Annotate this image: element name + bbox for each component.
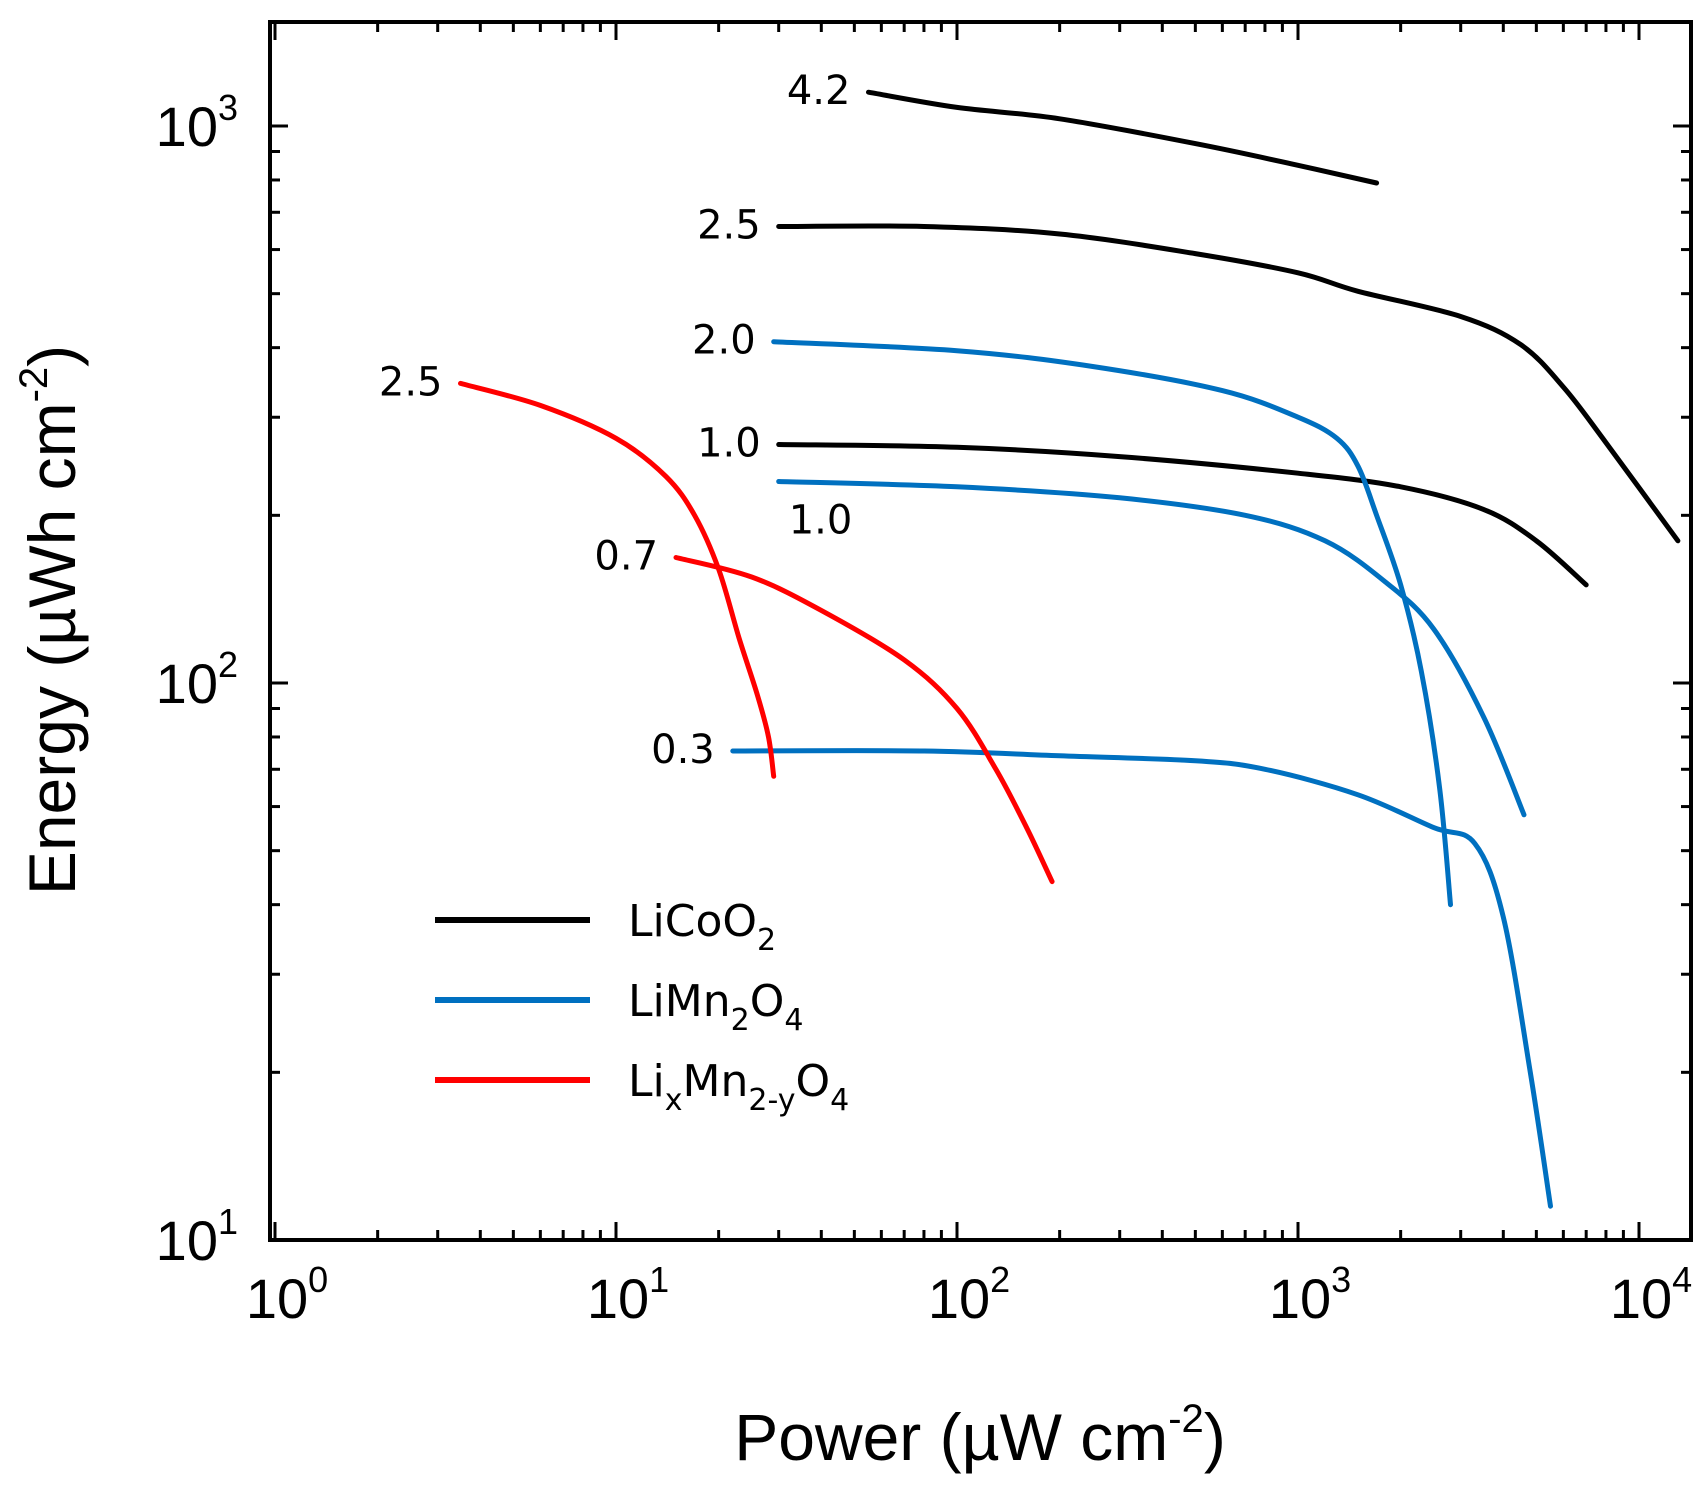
curve-label: 0.3 (651, 727, 715, 773)
curve-label: 2.0 (692, 318, 756, 364)
legend-label: LiCoO2 (628, 896, 776, 958)
y-tick-label: 102 (156, 644, 238, 715)
curve-label: 1.0 (789, 498, 853, 544)
x-tick-label: 100 (246, 1259, 328, 1330)
series-line-lixmn2-yo4-0.7 (673, 555, 1055, 885)
x-tick-label: 102 (928, 1259, 1010, 1330)
x-tick-label: 101 (587, 1259, 669, 1330)
curve-label: 0.7 (594, 534, 658, 580)
x-tick-label: 104 (1610, 1259, 1692, 1330)
series-line-limn2o4-1.0 (776, 479, 1527, 818)
legend-label: LixMn2-yO4 (628, 1056, 849, 1118)
series-line-licoo2-4.2 (866, 89, 1380, 186)
plot-frame (268, 20, 1693, 1242)
series-line-licoo2-1.0 (776, 442, 1589, 588)
series-line-limn2o4-2.0 (771, 339, 1453, 908)
series-line-limn2o4-0.3 (730, 748, 1553, 1209)
y-tick-label: 103 (156, 87, 238, 158)
curve-label: 2.5 (379, 359, 443, 405)
curve-label: 2.5 (697, 203, 761, 249)
x-axis-title: Power (µW cm-2) (734, 1397, 1226, 1474)
curve-label: 1.0 (697, 421, 761, 467)
x-tick-label: 103 (1269, 1259, 1351, 1330)
y-tick-label: 101 (156, 1201, 238, 1272)
series-line-licoo2-2.5 (776, 223, 1681, 544)
series-line-lixmn2-yo4-2.5 (458, 380, 777, 779)
legend-label: LiMn2O4 (628, 976, 803, 1038)
curve-label: 4.2 (787, 68, 851, 114)
y-axis-title: Energy (µWh cm-2) (12, 345, 89, 895)
